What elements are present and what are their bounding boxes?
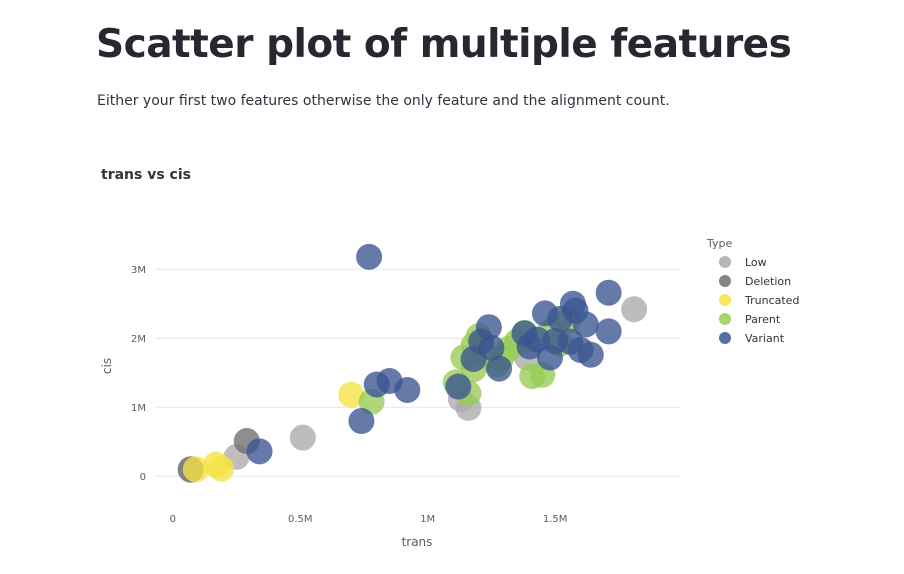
y-tick-label: 0 [140,472,146,483]
legend-marker [719,313,731,325]
legend-item-variant[interactable]: Variant [719,332,785,345]
x-tick-label: 0 [170,514,176,525]
point-variant[interactable] [246,438,273,465]
legend-marker [719,332,731,344]
chart-title: trans vs cis [101,167,191,183]
legend-label: Truncated [744,294,799,307]
y-tick-label: 3M [131,265,146,276]
x-axis-title: trans [402,535,433,549]
x-tick-label: 1M [420,514,435,525]
point-low[interactable] [289,424,316,451]
point-low[interactable] [621,296,648,323]
point-variant[interactable] [572,311,599,338]
legend-label: Parent [745,313,781,326]
x-tick-label: 1.5M [543,514,568,525]
point-truncated[interactable] [182,456,209,483]
legend-label: Deletion [745,275,791,288]
point-variant[interactable] [445,373,472,400]
point-variant[interactable] [577,341,604,368]
point-variant[interactable] [478,334,505,361]
y-tick-label: 2M [131,334,146,345]
x-tick-label: 0.5M [288,514,313,525]
data-points[interactable] [177,243,648,483]
legend-label: Variant [745,332,785,345]
point-variant[interactable] [348,408,375,435]
gridlines [155,268,680,477]
y-axis-ticks: 0 1M 2M 3M [131,265,146,483]
legend-marker [719,275,731,287]
point-truncated[interactable] [208,455,235,482]
legend-title: Type [706,237,732,250]
legend-item-truncated[interactable]: Truncated [719,294,799,307]
legend-label: Low [745,256,767,269]
point-truncated[interactable] [338,381,365,408]
legend-marker [719,294,731,306]
point-variant[interactable] [486,355,513,382]
legend-marker [719,256,731,268]
point-variant[interactable] [394,376,421,403]
legend-item-deletion[interactable]: Deletion [719,275,791,288]
x-axis-ticks: 0 0.5M 1M 1.5M [170,514,568,525]
legend-item-low[interactable]: Low [719,256,767,269]
page-caption: Either your first two features otherwise… [97,93,670,109]
point-variant[interactable] [475,314,502,341]
legend-item-parent[interactable]: Parent [719,313,781,326]
y-axis-title: cis [100,358,114,374]
point-variant[interactable] [595,318,622,345]
point-variant[interactable] [595,279,622,306]
legend[interactable]: Type Low Deletion Truncated Parent Variant [706,237,799,345]
y-tick-label: 1M [131,403,146,414]
point-variant[interactable] [356,243,383,270]
page-title: Scatter plot of multiple features [96,22,792,67]
